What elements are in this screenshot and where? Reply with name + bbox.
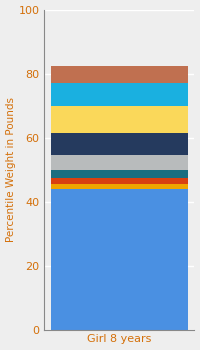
Bar xyxy=(51,169,188,177)
Bar xyxy=(51,184,188,189)
Y-axis label: Percentile Weight in Pounds: Percentile Weight in Pounds xyxy=(6,97,16,242)
Bar xyxy=(51,177,188,184)
Bar xyxy=(51,65,188,83)
Bar xyxy=(51,83,188,106)
Bar xyxy=(51,133,188,155)
Bar xyxy=(51,155,188,169)
Bar xyxy=(51,189,188,330)
Bar xyxy=(51,106,188,133)
